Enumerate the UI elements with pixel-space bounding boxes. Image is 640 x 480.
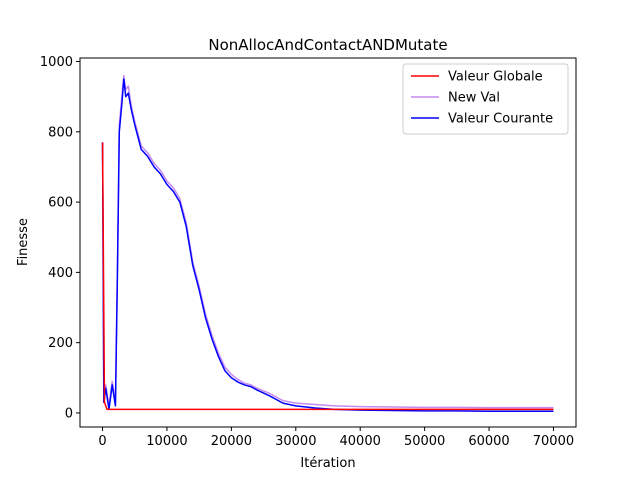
y-tick-label: 800 [48, 125, 73, 140]
legend-label: Valeur Globale [448, 70, 543, 85]
x-tick-label: 70000 [533, 434, 574, 449]
plot-lines [101, 74, 554, 412]
chart-title: NonAllocAndContactANDMutate [208, 36, 447, 54]
legend: Valeur Globale New Val Valeur Courante [402, 63, 569, 135]
y-axis-ticks: 0 200 400 600 800 1000 [40, 55, 80, 421]
x-axis-label: Itération [300, 456, 355, 471]
x-tick-label: 30000 [275, 434, 316, 449]
series-line-valeur-globale [101, 142, 554, 411]
y-axis-label: Finesse [16, 218, 31, 266]
x-axis-ticks: 0 10000 20000 30000 40000 50000 60000 70000 [98, 427, 574, 449]
y-tick-label: 0 [65, 406, 73, 421]
x-tick-label: 20000 [211, 434, 252, 449]
axes-frame [79, 57, 577, 428]
x-tick-label: 60000 [468, 434, 509, 449]
y-tick-label: 400 [48, 266, 73, 281]
legend-label: Valeur Courante [448, 112, 553, 127]
y-tick-label: 1000 [40, 55, 73, 70]
x-tick-label: 10000 [146, 434, 187, 449]
legend-label: New Val [448, 91, 500, 106]
x-tick-label: 50000 [404, 434, 445, 449]
x-tick-label: 0 [98, 434, 106, 449]
x-tick-label: 40000 [340, 434, 381, 449]
legend-box [402, 63, 569, 135]
y-tick-label: 200 [48, 336, 73, 351]
y-tick-label: 600 [48, 196, 73, 211]
